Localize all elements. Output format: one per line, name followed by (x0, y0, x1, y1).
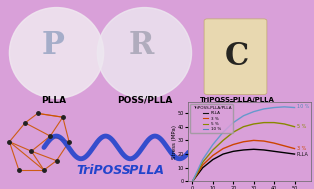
10 % (252, 111, 256, 113)
3 % (272, 142, 276, 144)
3 % (191, 180, 194, 183)
Text: 5 %: 5 % (296, 124, 306, 129)
10 % (293, 106, 296, 109)
Text: -PLLA: -PLLA (124, 164, 165, 177)
Text: PLLA: PLLA (296, 152, 308, 156)
Text: TriPOSS-PLLA/PLLA: TriPOSS-PLLA/PLLA (200, 97, 274, 103)
10 % (191, 180, 194, 183)
5 % (231, 131, 235, 133)
Text: POSS/PLLA: POSS/PLLA (117, 96, 172, 105)
PLLA (221, 153, 225, 155)
10 % (242, 115, 246, 117)
5 % (211, 149, 215, 151)
Ellipse shape (9, 8, 104, 98)
PLLA (252, 148, 256, 150)
5 % (252, 123, 256, 125)
5 % (262, 122, 266, 124)
PLLA (272, 150, 276, 153)
3 % (283, 145, 286, 147)
Text: 3 %: 3 % (296, 146, 306, 151)
Line: 5 %: 5 % (192, 123, 295, 181)
5 % (283, 123, 286, 125)
3 % (252, 139, 256, 142)
Line: 10 %: 10 % (192, 107, 295, 181)
Text: R: R (129, 30, 154, 61)
Text: C: C (225, 41, 249, 72)
PLLA (242, 149, 246, 151)
Text: 10 %: 10 % (296, 104, 309, 109)
5 % (272, 122, 276, 124)
Text: PLLA: PLLA (41, 96, 66, 105)
3 % (221, 147, 225, 150)
PLLA (201, 167, 205, 169)
10 % (231, 122, 235, 124)
Text: TriPOSS: TriPOSS (76, 164, 131, 177)
3 % (231, 143, 235, 146)
Legend: PLLA, 3 %, 5 %, 10 %: PLLA, 3 %, 5 %, 10 % (191, 104, 233, 133)
PLLA (231, 150, 235, 153)
5 % (242, 125, 246, 128)
5 % (201, 161, 205, 163)
3 % (293, 147, 296, 150)
5 % (293, 125, 296, 128)
3 % (242, 141, 246, 143)
10 % (201, 158, 205, 161)
PLLA (293, 153, 296, 155)
Text: TriPOSS-: TriPOSS- (217, 101, 260, 110)
FancyBboxPatch shape (204, 19, 267, 95)
5 % (191, 180, 194, 183)
Text: P: P (42, 30, 65, 61)
Line: PLLA: PLLA (192, 149, 295, 181)
3 % (211, 154, 215, 156)
10 % (283, 106, 286, 108)
PLLA (262, 149, 266, 151)
10 % (211, 143, 215, 146)
3 % (262, 140, 266, 142)
10 % (262, 108, 266, 110)
PLLA (211, 158, 215, 161)
10 % (272, 106, 276, 109)
10 % (221, 131, 225, 133)
Line: 3 %: 3 % (192, 140, 295, 181)
PLLA (283, 152, 286, 154)
PLLA (191, 180, 194, 183)
3 % (201, 164, 205, 166)
Y-axis label: Stress (MPa): Stress (MPa) (171, 125, 176, 159)
5 % (221, 139, 225, 142)
Ellipse shape (97, 8, 192, 98)
